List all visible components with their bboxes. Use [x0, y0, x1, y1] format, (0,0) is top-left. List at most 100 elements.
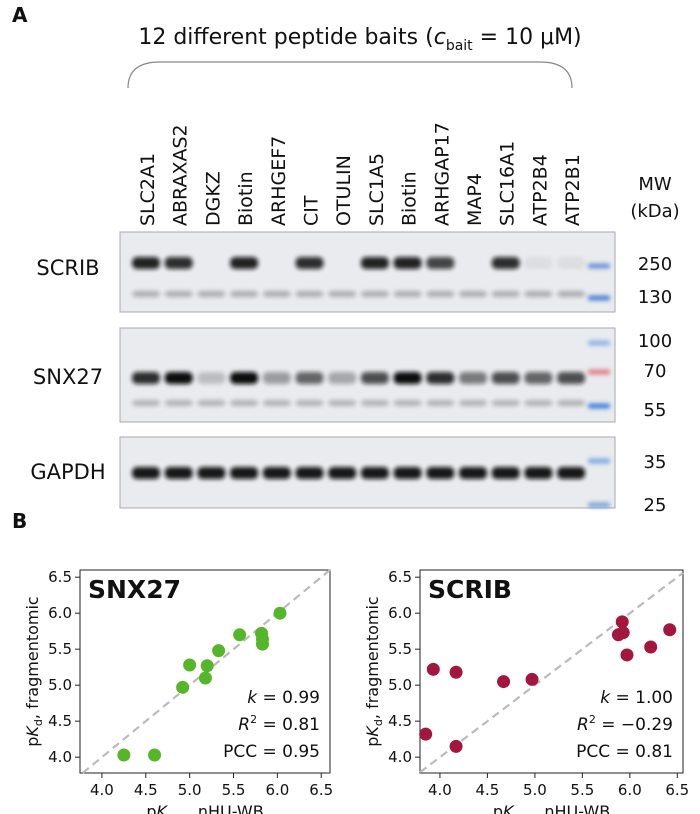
y-axis-label: pKd, fragmentomic [23, 596, 45, 746]
band [360, 291, 389, 297]
band [426, 467, 455, 479]
band [393, 291, 422, 297]
band [426, 291, 455, 297]
annotation-part: k [600, 688, 611, 708]
band [164, 372, 193, 384]
y-tick-label: 5.5 [388, 640, 412, 658]
x-tick-label: 5.0 [178, 781, 202, 799]
mw-marker: 130 [638, 287, 672, 308]
band [459, 400, 487, 406]
label-part: , fragmentomic [23, 596, 42, 719]
point [273, 606, 287, 620]
chart-title: SCRIB [428, 575, 512, 604]
label-part: K [156, 802, 168, 814]
point [615, 615, 629, 629]
mw-marker: 70 [644, 361, 667, 382]
band [164, 257, 193, 269]
annotation-part: k [247, 688, 258, 708]
ladder-band [588, 502, 610, 508]
y-tick-label: 5.0 [388, 676, 412, 694]
y-tick-label: 4.5 [48, 712, 72, 730]
mw-marker: 25 [644, 495, 667, 516]
band [164, 467, 193, 479]
band [557, 257, 586, 269]
band [524, 257, 553, 269]
ladder-band [588, 369, 610, 375]
band [491, 467, 520, 479]
label-part: , fragmentomic [363, 596, 382, 719]
blot-label: SCRIB [36, 256, 99, 280]
band [360, 400, 389, 406]
band [132, 400, 160, 406]
blot [119, 231, 616, 313]
chart-title: SNX27 [88, 575, 181, 604]
label-part: K [23, 725, 42, 737]
band [230, 291, 259, 297]
label-part: d [32, 719, 45, 726]
point [426, 662, 440, 676]
y-tick-label: 4.5 [388, 712, 412, 730]
band [360, 467, 389, 479]
band [426, 257, 455, 269]
x-tick-label: 6.0 [618, 781, 642, 799]
annotation-part: 2 [589, 713, 596, 726]
mw-marker: 55 [644, 400, 667, 421]
annotation-part: R [238, 715, 250, 735]
band [491, 400, 520, 406]
band [557, 372, 586, 384]
annotation: R2 = 0.81 [238, 713, 320, 735]
x-tick-label: 5.5 [570, 781, 594, 799]
band [426, 400, 455, 406]
band [459, 467, 487, 479]
x-tick-label: 5.5 [222, 781, 246, 799]
band [164, 291, 193, 297]
x-tick-label: 6.5 [309, 781, 333, 799]
brace [127, 61, 573, 89]
band [328, 467, 357, 479]
x-tick-label: 4.0 [428, 781, 452, 799]
band [295, 400, 324, 406]
band [360, 257, 389, 269]
annotation-part: = 0.99 [257, 688, 320, 708]
lane-label: ATP2B4 [529, 154, 551, 226]
band [491, 291, 520, 297]
panel-title: 12 different peptide baits (cbait = 10 μ… [138, 25, 581, 54]
ladder-band [588, 403, 610, 409]
band [393, 400, 422, 406]
label-part: p [363, 737, 382, 747]
label-part: K [503, 802, 515, 814]
band [328, 291, 357, 297]
point [525, 672, 539, 686]
band [132, 467, 160, 479]
point [497, 675, 511, 689]
band [393, 257, 422, 269]
band [459, 372, 487, 384]
band [459, 291, 487, 297]
band [524, 400, 553, 406]
ladder-band [588, 263, 610, 269]
lane-label: ATP2B1 [562, 154, 584, 226]
point [183, 658, 197, 672]
x-axis-label: pKapp, nHU-WB [146, 802, 263, 814]
point [117, 748, 131, 762]
ladder-band [588, 295, 610, 301]
band [295, 257, 324, 269]
panel-label: B [12, 509, 27, 533]
plot-frame [419, 569, 684, 774]
band [197, 372, 226, 384]
point [198, 671, 212, 685]
point [200, 659, 214, 673]
label-part: p [493, 802, 503, 814]
annotation: PCC = 0.81 [576, 742, 673, 762]
point [644, 640, 658, 654]
mw-header: MW [638, 174, 672, 195]
band [426, 372, 455, 384]
title-part: c [434, 25, 446, 50]
x-tick-label: 6.0 [265, 781, 289, 799]
band [230, 467, 259, 479]
band [295, 372, 324, 384]
point [449, 739, 463, 753]
y-tick-label: 6.5 [48, 568, 72, 586]
label-part: p [23, 737, 42, 747]
band [262, 372, 291, 384]
